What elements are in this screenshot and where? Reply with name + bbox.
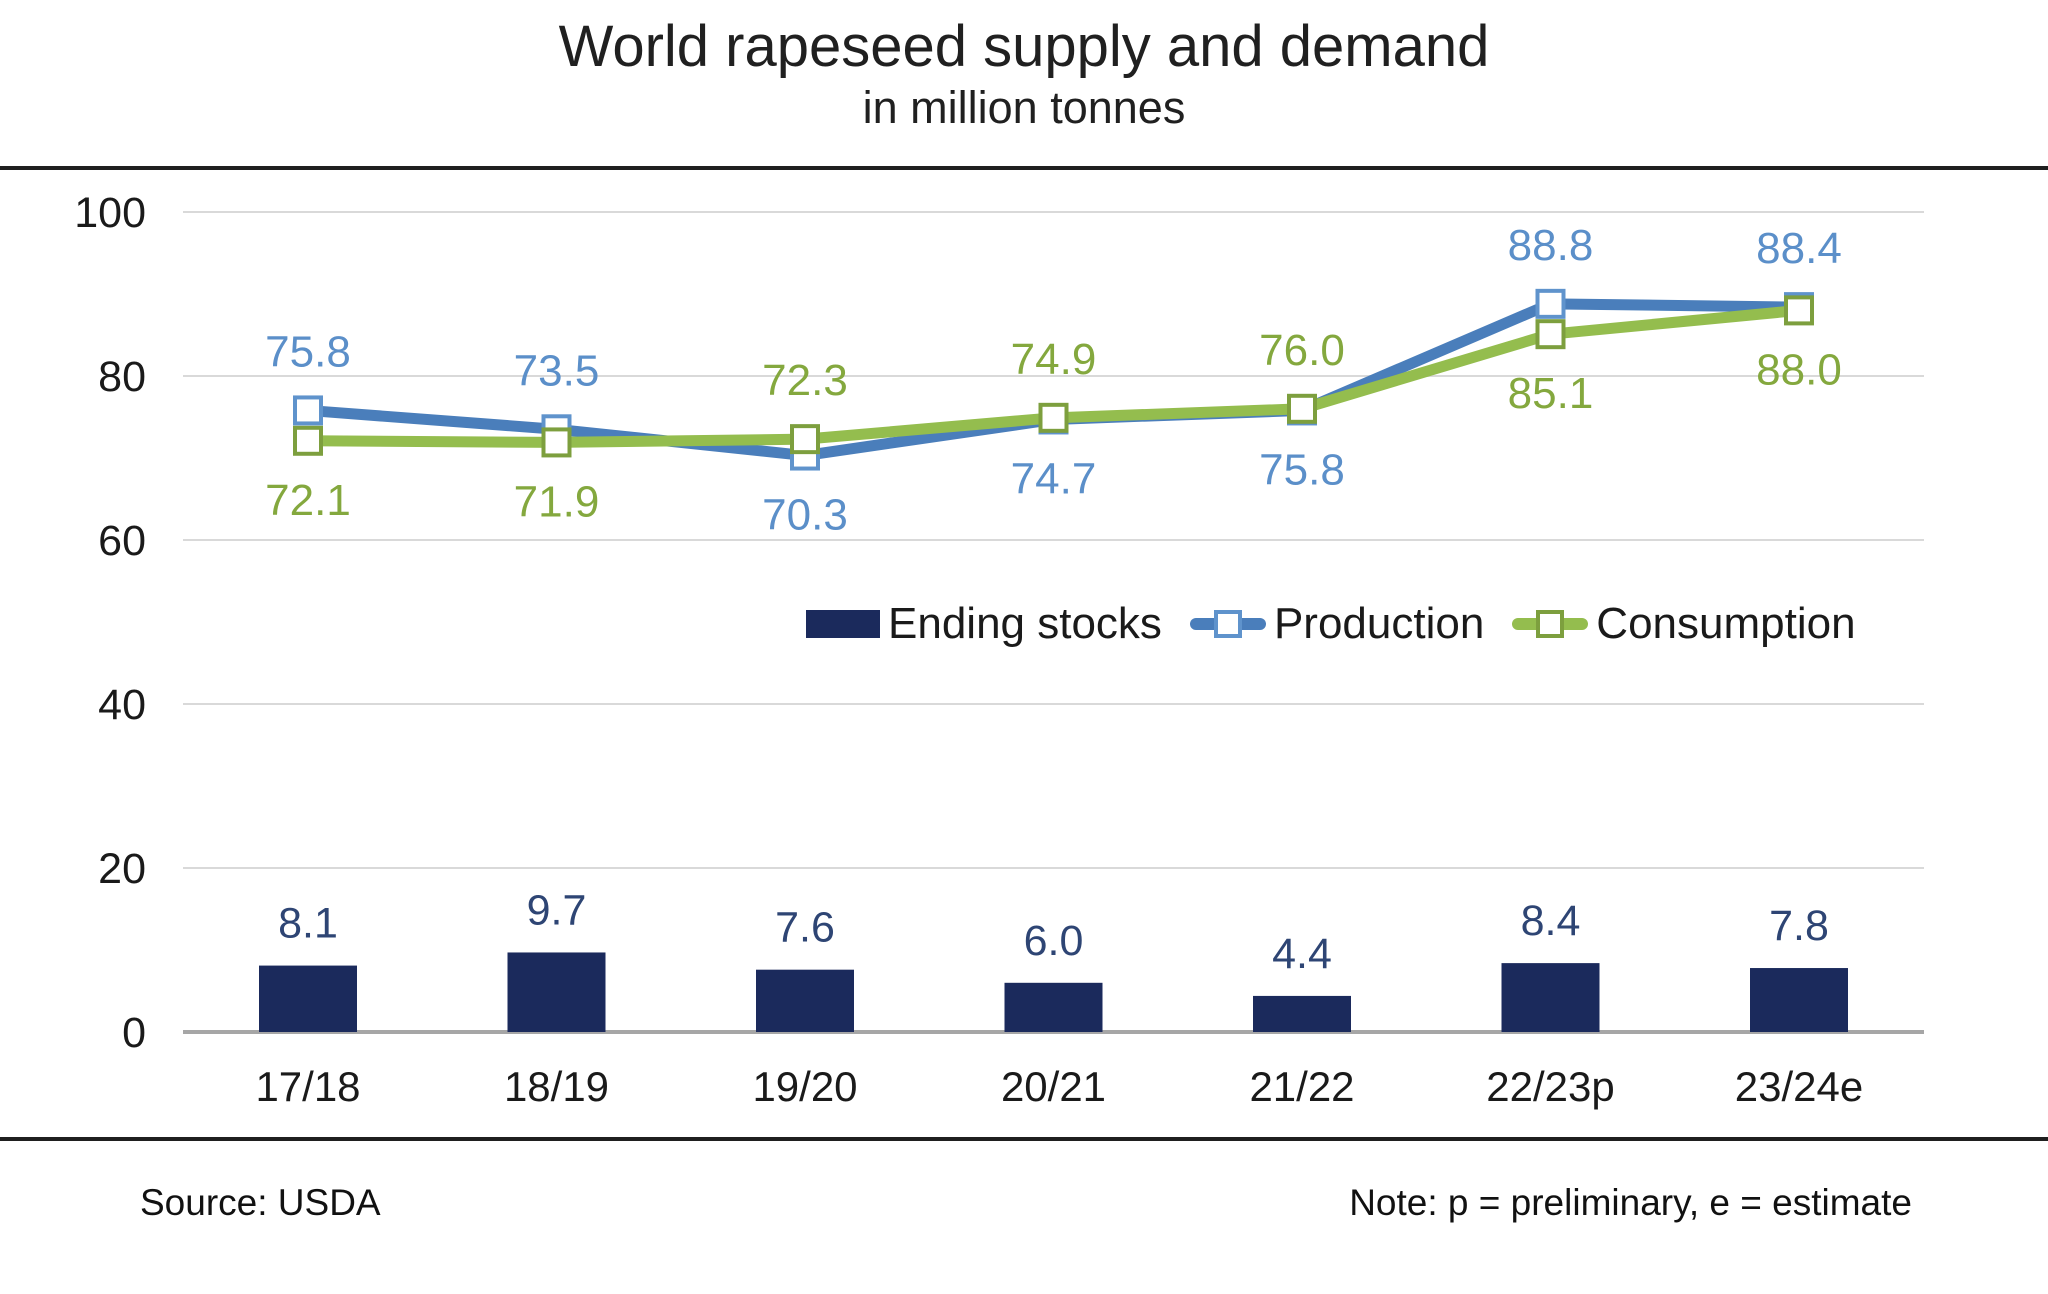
consumption-swatch-icon bbox=[1512, 606, 1589, 642]
x-axis-category-label: 21/22 bbox=[1249, 1063, 1354, 1110]
y-axis-tick-label: 20 bbox=[98, 845, 146, 893]
consumption-marker bbox=[790, 424, 820, 455]
x-axis-category-label: 20/21 bbox=[1001, 1063, 1106, 1110]
gridlines bbox=[183, 211, 1924, 869]
consumption-marker bbox=[541, 427, 572, 458]
ending-stocks-value-label: 6.0 bbox=[1024, 917, 1084, 965]
consumption-marker bbox=[1287, 393, 1317, 424]
ending-stocks-swatch-icon bbox=[806, 610, 880, 638]
y-axis-tick-label: 100 bbox=[74, 189, 146, 237]
consumption-value-label: 85.1 bbox=[1508, 369, 1594, 418]
consumption-marker bbox=[1535, 319, 1566, 350]
chart-title: World rapeseed supply and demand bbox=[558, 14, 1490, 79]
line-markers bbox=[293, 288, 1814, 471]
y-axis-tick-label: 0 bbox=[122, 1009, 146, 1057]
consumption-value-label: 76.0 bbox=[1259, 326, 1345, 375]
ending-stocks-bar bbox=[1004, 982, 1103, 1032]
production-swatch-icon bbox=[1189, 606, 1266, 642]
legend-item-production: Production bbox=[1189, 599, 1485, 649]
ending-stocks-value-label: 7.8 bbox=[1769, 902, 1829, 950]
ending-stocks-value-label: 4.4 bbox=[1272, 930, 1332, 978]
legend-label-consumption: Consumption bbox=[1596, 599, 1856, 648]
x-axis-category-label: 19/20 bbox=[752, 1063, 857, 1110]
legend-label-production: Production bbox=[1273, 599, 1485, 648]
legend-item-consumption: Consumption bbox=[1512, 599, 1856, 649]
ending-stocks-value-label: 8.1 bbox=[278, 900, 338, 948]
production-value-label: 70.3 bbox=[762, 491, 848, 540]
consumption-value-label: 72.1 bbox=[265, 476, 351, 525]
x-axis-category-label: 23/24e bbox=[1735, 1063, 1863, 1110]
x-axis-category-labels: 17/18 18/19 19/20 20/21 21/22 22/23p 23/24e bbox=[255, 1063, 1863, 1110]
ending-stocks-bar bbox=[259, 965, 357, 1032]
consumption-marker bbox=[293, 425, 323, 456]
legend-item-ending-stocks: Ending stocks bbox=[806, 599, 1162, 649]
chart-footer: Source: USDA Note: p = preliminary, e = … bbox=[140, 1182, 1912, 1224]
production-value-label: 88.8 bbox=[1508, 221, 1594, 270]
y-axis-tick-label: 40 bbox=[98, 681, 146, 729]
ending-stocks-value-label: 7.6 bbox=[775, 904, 835, 952]
ending-stocks-bar bbox=[1253, 995, 1351, 1032]
x-axis-category-label: 22/23p bbox=[1486, 1063, 1614, 1110]
chart-header: World rapeseed supply and demand in mill… bbox=[0, 12, 2048, 133]
ending-stocks-bar bbox=[1501, 963, 1600, 1032]
footnote: Note: p = preliminary, e = estimate bbox=[1349, 1182, 1912, 1223]
x-axis-category-label: 17/18 bbox=[255, 1063, 360, 1110]
production-value-label: 74.7 bbox=[1011, 454, 1097, 503]
consumption-value-label: 88.0 bbox=[1756, 345, 1842, 394]
ending-stocks-bar bbox=[507, 952, 606, 1032]
production-value-label: 75.8 bbox=[1259, 445, 1345, 494]
y-axis-tick-label: 60 bbox=[98, 517, 146, 565]
production-marker bbox=[1535, 288, 1566, 319]
production-marker bbox=[293, 395, 323, 426]
chart-subtitle: in million tonnes bbox=[862, 81, 1186, 133]
line-value-labels: 75.8 73.5 70.3 74.7 75.8 88.8 88.4 72.1 71.9 72.3… bbox=[265, 221, 1842, 540]
legend: Ending stocks Production Consumption bbox=[806, 599, 1856, 649]
y-axis-tick-label: 80 bbox=[98, 353, 146, 401]
ending-stocks-value-label: 8.4 bbox=[1521, 897, 1581, 945]
production-value-label: 75.8 bbox=[265, 327, 351, 376]
production-value-label: 88.4 bbox=[1756, 224, 1842, 273]
bottom-rule bbox=[0, 1137, 2048, 1141]
consumption-marker bbox=[1784, 295, 1814, 326]
ending-stocks-bar bbox=[1750, 968, 1848, 1032]
consumption-value-label: 71.9 bbox=[514, 477, 600, 526]
bar-value-labels: 8.1 9.7 7.6 6.0 4.4 8.4 7.8 bbox=[278, 886, 1829, 977]
production-value-label: 73.5 bbox=[514, 346, 600, 395]
consumption-value-label: 74.9 bbox=[1011, 335, 1097, 384]
x-axis-category-label: 18/19 bbox=[504, 1063, 609, 1110]
bar-series bbox=[259, 952, 1848, 1032]
consumption-value-label: 72.3 bbox=[762, 356, 848, 405]
consumption-marker bbox=[1038, 402, 1069, 433]
ending-stocks-value-label: 9.7 bbox=[527, 886, 587, 934]
legend-label-ending-stocks: Ending stocks bbox=[888, 599, 1162, 648]
source-note: Source: USDA bbox=[140, 1182, 381, 1223]
ending-stocks-bar bbox=[756, 969, 854, 1032]
y-axis-tick-labels: 0 20 40 60 80 100 bbox=[74, 189, 146, 1057]
top-rule bbox=[0, 166, 2048, 170]
